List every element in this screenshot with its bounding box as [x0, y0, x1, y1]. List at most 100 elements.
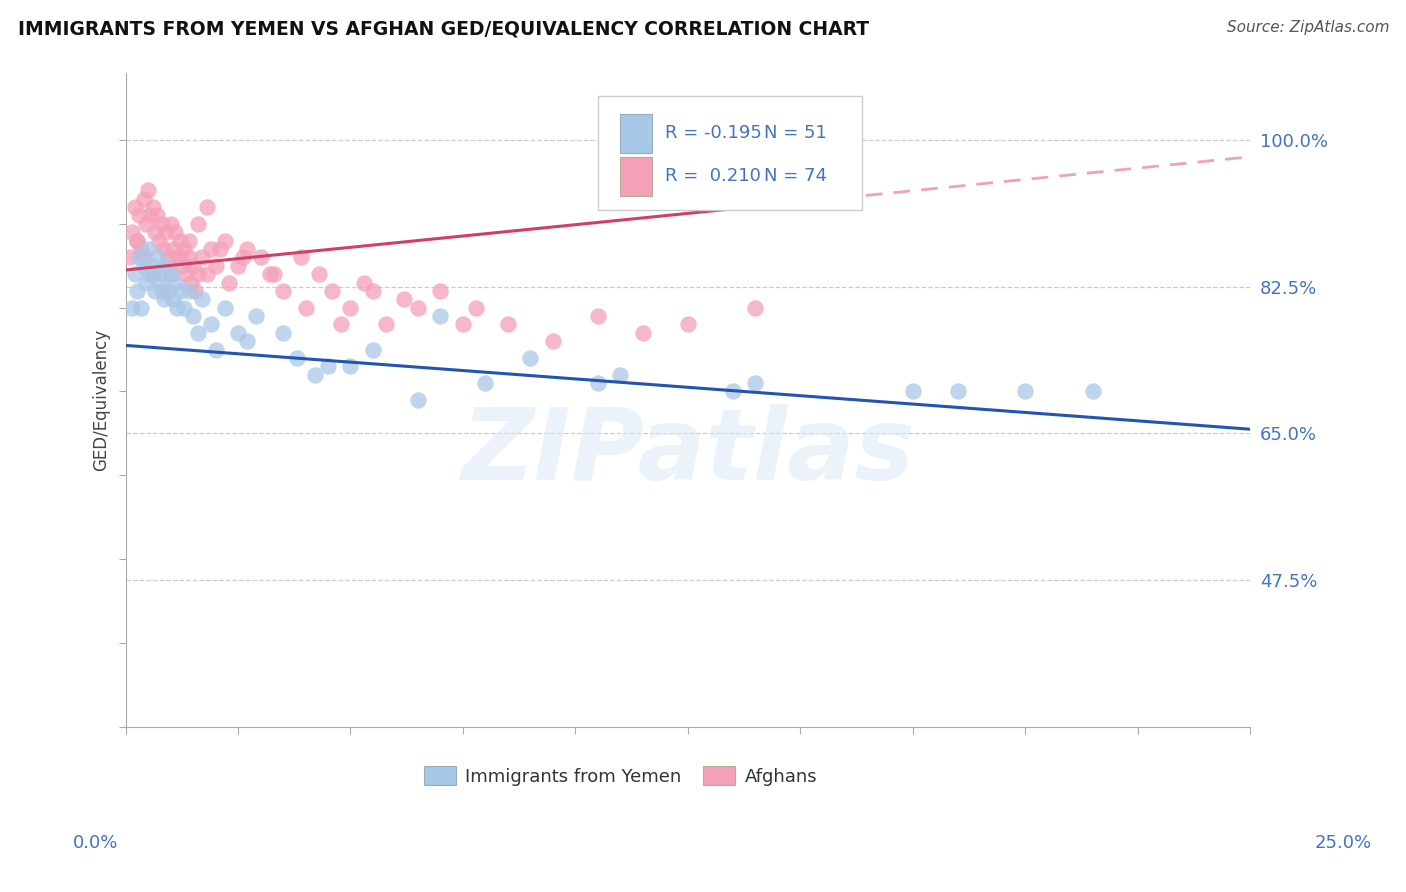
Point	[124, 200, 146, 214]
Point	[541, 334, 564, 349]
Point	[236, 242, 259, 256]
Point	[353, 276, 375, 290]
Point	[142, 259, 165, 273]
Bar	[620, 157, 652, 196]
Point	[132, 251, 155, 265]
Point	[226, 259, 249, 273]
Point	[187, 267, 209, 281]
Point	[321, 284, 343, 298]
Point	[187, 217, 209, 231]
Point	[148, 276, 170, 290]
Point	[474, 376, 496, 390]
Text: N = 51: N = 51	[765, 124, 827, 142]
Point	[146, 209, 169, 223]
Point	[361, 284, 384, 298]
Point	[406, 301, 429, 315]
Point	[143, 284, 166, 298]
Point	[586, 376, 609, 390]
Point	[744, 376, 766, 390]
Point	[204, 343, 226, 357]
Point	[519, 351, 541, 365]
Point	[496, 318, 519, 332]
Point	[166, 251, 188, 265]
Point	[394, 293, 416, 307]
Point	[169, 234, 191, 248]
Point	[180, 276, 202, 290]
Point	[285, 351, 308, 365]
Point	[121, 225, 143, 239]
Point	[143, 225, 166, 239]
Point	[191, 293, 214, 307]
Point	[609, 368, 631, 382]
Point	[249, 251, 271, 265]
Point	[271, 284, 294, 298]
Point	[173, 242, 195, 256]
Point	[308, 267, 330, 281]
Point	[406, 392, 429, 407]
Point	[744, 301, 766, 315]
Point	[170, 259, 193, 273]
Point	[946, 384, 969, 399]
Point	[142, 200, 165, 214]
Point	[330, 318, 353, 332]
Point	[200, 242, 222, 256]
Text: IMMIGRANTS FROM YEMEN VS AFGHAN GED/EQUIVALENCY CORRELATION CHART: IMMIGRANTS FROM YEMEN VS AFGHAN GED/EQUI…	[18, 20, 869, 38]
Point	[125, 284, 148, 298]
Point	[159, 267, 181, 281]
Point	[232, 251, 254, 265]
Point	[150, 267, 173, 281]
Point	[131, 242, 153, 256]
Point	[245, 309, 267, 323]
Text: 0.0%: 0.0%	[73, 834, 118, 852]
Point	[361, 343, 384, 357]
Point	[135, 276, 157, 290]
Point	[136, 242, 159, 256]
Point	[177, 234, 200, 248]
Point	[165, 225, 187, 239]
Point	[218, 276, 240, 290]
Point	[132, 192, 155, 206]
Point	[128, 251, 150, 265]
Point	[146, 251, 169, 265]
Point	[676, 318, 699, 332]
Point	[214, 301, 236, 315]
Point	[157, 284, 180, 298]
Point	[139, 267, 162, 281]
Point	[214, 234, 236, 248]
Point	[148, 234, 170, 248]
Legend: Immigrants from Yemen, Afghans: Immigrants from Yemen, Afghans	[416, 759, 824, 793]
Point	[125, 234, 148, 248]
Point	[173, 301, 195, 315]
Point	[209, 242, 232, 256]
Point	[162, 293, 184, 307]
Point	[162, 242, 184, 256]
Point	[375, 318, 398, 332]
Point	[1081, 384, 1104, 399]
Point	[176, 267, 198, 281]
Point	[204, 259, 226, 273]
Point	[187, 326, 209, 340]
FancyBboxPatch shape	[598, 95, 862, 211]
Point	[153, 293, 176, 307]
Point	[465, 301, 488, 315]
Point	[191, 251, 214, 265]
Point	[155, 225, 177, 239]
Point	[586, 309, 609, 323]
Point	[142, 267, 165, 281]
Point	[339, 359, 361, 374]
Point	[157, 251, 180, 265]
Point	[128, 209, 150, 223]
Point	[150, 217, 173, 231]
Text: R =  0.210: R = 0.210	[665, 168, 761, 186]
Point	[631, 326, 654, 340]
Point	[135, 217, 157, 231]
Point	[125, 234, 148, 248]
Point	[169, 284, 191, 298]
Point	[195, 267, 218, 281]
Point	[136, 183, 159, 197]
Point	[271, 326, 294, 340]
Point	[153, 242, 176, 256]
Point	[195, 200, 218, 214]
Point	[121, 301, 143, 315]
Point	[316, 359, 339, 374]
